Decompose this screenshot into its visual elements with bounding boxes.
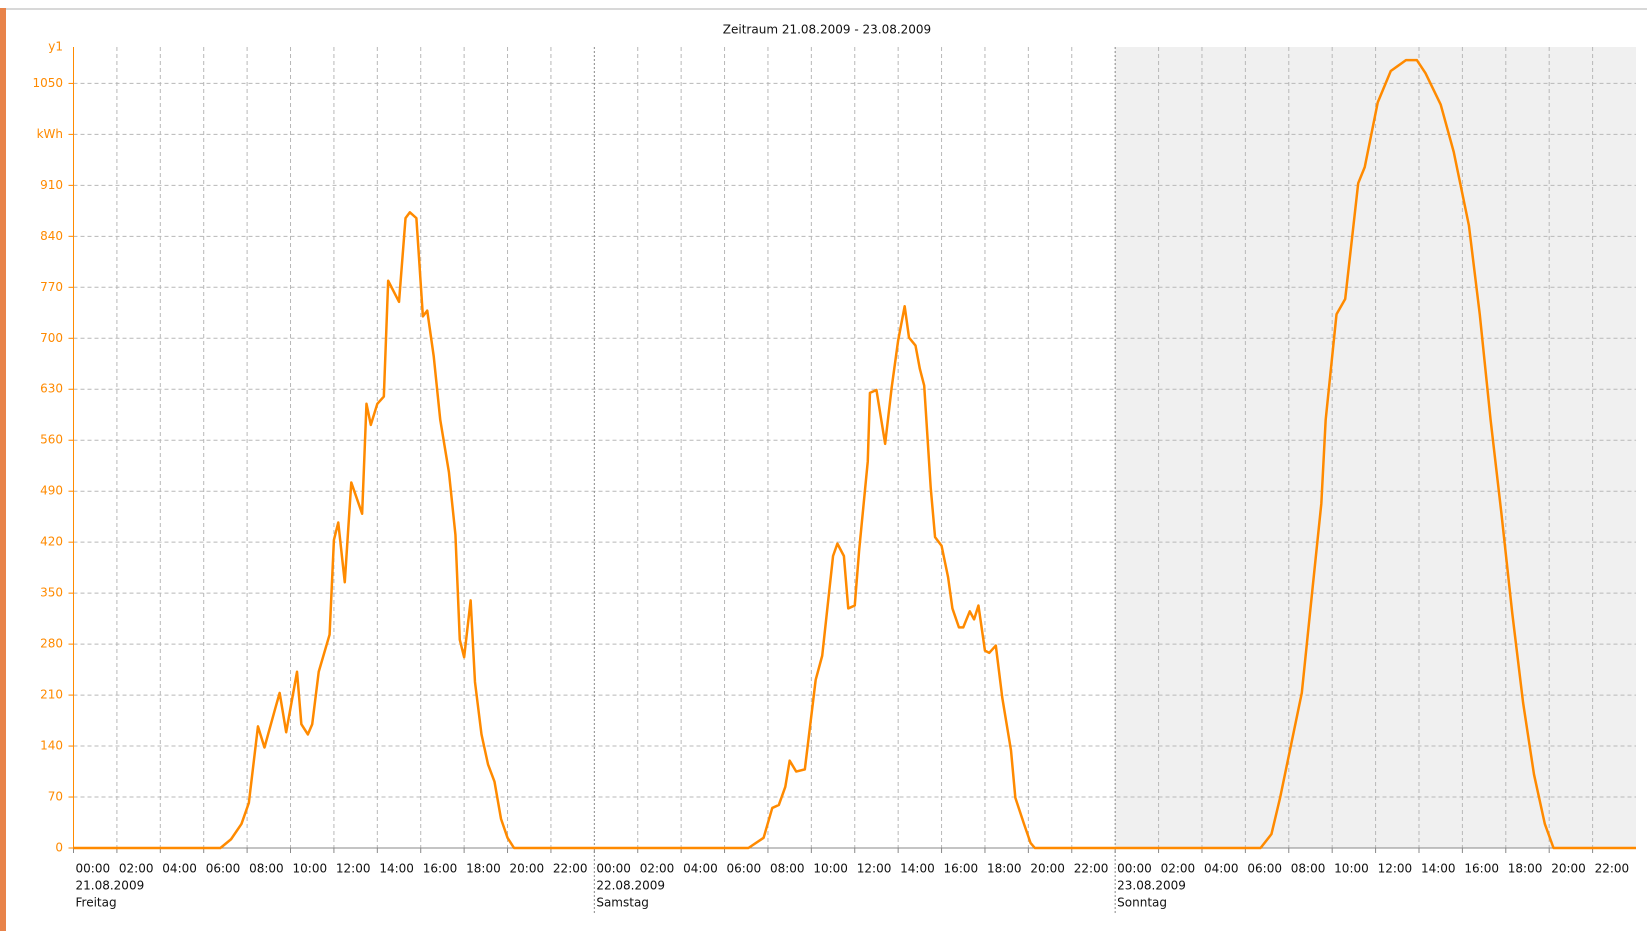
- y-tick-label: 770: [40, 280, 63, 294]
- x-tick-label: 20:00: [510, 862, 545, 876]
- y-tick-label: 0: [55, 841, 63, 855]
- x-tick-label: 06:00: [1247, 862, 1282, 876]
- x-tick-label: 08:00: [770, 862, 805, 876]
- x-tick-label: 04:00: [683, 862, 718, 876]
- y-tick-label: 1050: [32, 76, 63, 90]
- x-tick-label: 12:00: [857, 862, 892, 876]
- x-tick-label: 00:00: [596, 862, 631, 876]
- x-tick-label: 20:00: [1030, 862, 1065, 876]
- y-tick-label: 560: [40, 433, 63, 447]
- weekday-label: Samstag: [596, 896, 649, 910]
- x-tick-label: 04:00: [1204, 862, 1239, 876]
- x-tick-label: 16:00: [1464, 862, 1499, 876]
- x-tick-label: 18:00: [987, 862, 1022, 876]
- x-tick-label: 02:00: [1161, 862, 1196, 876]
- x-tick-label: 18:00: [466, 862, 501, 876]
- x-tick-label: 06:00: [206, 862, 241, 876]
- y-tick-label: 630: [40, 382, 63, 396]
- x-tick-label: 12:00: [336, 862, 371, 876]
- y-tick-label: kWh: [37, 127, 63, 141]
- chart-title: Zeitraum 21.08.2009 - 23.08.2009: [723, 23, 931, 37]
- x-tick-label: 02:00: [119, 862, 154, 876]
- x-tick-label: 08:00: [1291, 862, 1326, 876]
- y-tick-label: 280: [40, 637, 63, 651]
- y-tick-label: 70: [48, 790, 63, 804]
- y-tick-label: 910: [40, 178, 63, 192]
- weekday-label: Freitag: [76, 896, 117, 910]
- date-label: 22.08.2009: [596, 879, 665, 893]
- x-tick-label: 16:00: [423, 862, 458, 876]
- date-label: 23.08.2009: [1117, 879, 1186, 893]
- x-tick-label: 14:00: [379, 862, 414, 876]
- x-tick-label: 22:00: [1074, 862, 1109, 876]
- x-tick-label: 18:00: [1508, 862, 1543, 876]
- y-tick-label: 210: [40, 688, 63, 702]
- x-tick-label: 12:00: [1378, 862, 1413, 876]
- x-tick-label: 22:00: [1595, 862, 1630, 876]
- x-tick-label: 06:00: [727, 862, 762, 876]
- left-border: [0, 8, 6, 931]
- x-tick-label: 22:00: [553, 862, 588, 876]
- y-tick-label: 700: [40, 331, 63, 345]
- x-tick-label: 16:00: [944, 862, 979, 876]
- x-tick-label: 10:00: [1334, 862, 1369, 876]
- x-tick-label: 00:00: [76, 862, 111, 876]
- weekday-label: Sonntag: [1117, 896, 1167, 910]
- y-tick-label: 490: [40, 484, 63, 498]
- x-tick-label: 10:00: [813, 862, 848, 876]
- x-tick-label: 14:00: [1421, 862, 1456, 876]
- y-tick-label: 350: [40, 586, 63, 600]
- x-tick-label: 02:00: [640, 862, 675, 876]
- x-tick-label: 10:00: [293, 862, 328, 876]
- y-tick-label: 840: [40, 229, 63, 243]
- x-tick-label: 04:00: [162, 862, 197, 876]
- y-axis-label: y1: [48, 40, 63, 54]
- x-tick-label: 08:00: [249, 862, 284, 876]
- x-tick-label: 00:00: [1117, 862, 1152, 876]
- y-tick-label: 420: [40, 535, 63, 549]
- y-tick-label: 140: [40, 739, 63, 753]
- x-tick-label: 20:00: [1551, 862, 1586, 876]
- data-line: [73, 58, 1636, 850]
- x-tick-label: 14:00: [900, 862, 935, 876]
- date-label: 21.08.2009: [76, 879, 145, 893]
